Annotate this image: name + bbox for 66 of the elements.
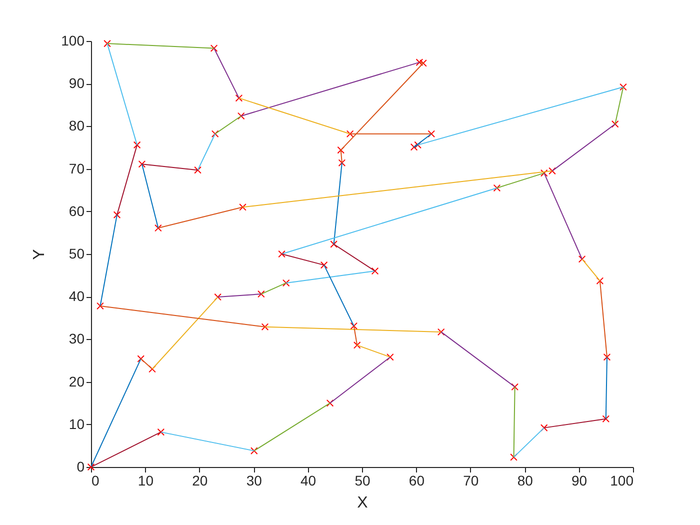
- point: [194, 166, 202, 174]
- point: [338, 159, 346, 166]
- point: [235, 94, 243, 102]
- point: [154, 224, 162, 232]
- y-tick-label: 70: [68, 160, 85, 176]
- y-tick-label: 20: [68, 373, 85, 390]
- y-tick-label: 90: [68, 75, 85, 92]
- y-tick-label: 100: [61, 32, 85, 48]
- y-axis-title: Y: [31, 248, 48, 260]
- point: [258, 290, 265, 298]
- y-tick-label: 30: [68, 330, 85, 347]
- point: [416, 58, 424, 66]
- x-axis-title: X: [357, 494, 368, 512]
- point: [278, 250, 286, 258]
- point: [337, 146, 345, 154]
- point: [371, 267, 379, 275]
- point: [596, 277, 604, 284]
- point: [138, 160, 146, 168]
- x-tick-label: 100: [610, 472, 634, 488]
- y-tick-label: 80: [68, 118, 85, 134]
- point: [620, 83, 627, 91]
- point: [611, 120, 619, 128]
- point: [511, 383, 519, 391]
- point: [346, 130, 354, 138]
- x-tick-label: 70: [463, 472, 479, 488]
- point: [437, 328, 445, 336]
- x-tick-label: 40: [300, 472, 316, 488]
- x-tick-label: 10: [138, 472, 154, 488]
- point: [493, 184, 501, 192]
- x-tick-label: 20: [192, 472, 208, 488]
- y-tick-label: 10: [68, 416, 85, 432]
- x-tick-label: 80: [517, 472, 534, 488]
- point: [133, 141, 141, 149]
- y-tick-label: 50: [68, 246, 85, 262]
- point: [428, 130, 436, 138]
- point: [157, 428, 165, 436]
- point: [237, 112, 245, 120]
- point: [414, 141, 422, 149]
- y-tick-label: 40: [68, 288, 85, 304]
- point: [113, 211, 121, 218]
- point: [320, 261, 328, 269]
- point: [578, 255, 586, 263]
- x-tick-label: 90: [572, 472, 588, 488]
- point: [96, 302, 104, 310]
- y-tick-label: 0: [76, 458, 85, 474]
- point: [330, 240, 338, 248]
- point: [602, 415, 610, 423]
- point: [211, 130, 219, 138]
- point: [386, 353, 394, 361]
- point: [250, 447, 258, 454]
- point: [282, 279, 290, 287]
- point: [350, 322, 358, 330]
- point: [210, 44, 218, 52]
- point: [104, 40, 111, 48]
- point: [326, 399, 334, 407]
- y-tick-label: 60: [68, 202, 85, 219]
- point: [261, 323, 269, 331]
- x-tick-label: 50: [354, 472, 370, 488]
- point: [603, 353, 611, 361]
- point: [137, 355, 145, 362]
- point: [353, 342, 361, 349]
- x-tick-label: 0: [92, 472, 100, 488]
- x-tick-label: 60: [408, 472, 425, 488]
- x-tick-label: 30: [246, 472, 262, 488]
- point: [410, 143, 418, 151]
- point: [239, 203, 246, 211]
